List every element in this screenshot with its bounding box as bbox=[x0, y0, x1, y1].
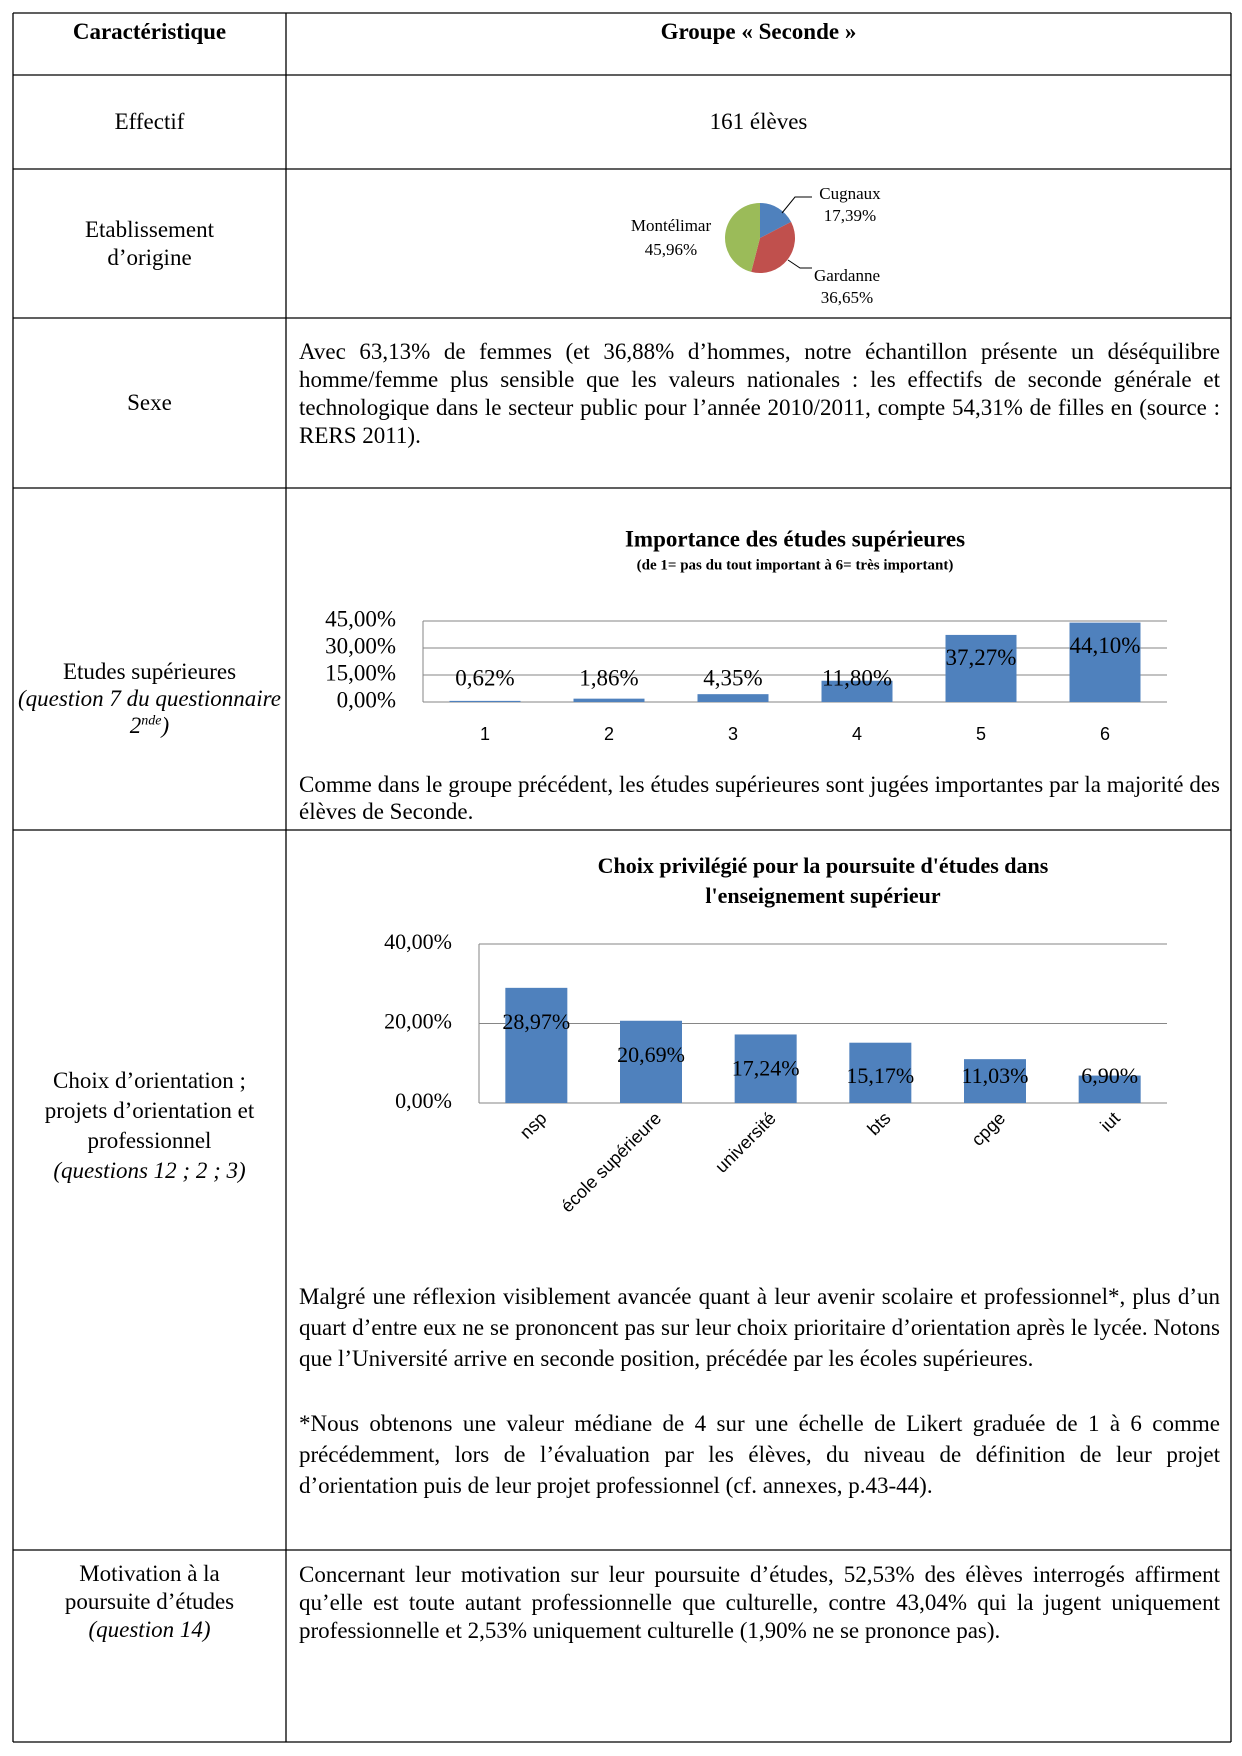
pie-value-label: 36,65% bbox=[821, 288, 873, 307]
chart-title: Choix privilégié pour la poursuite d'étu… bbox=[598, 853, 1049, 878]
bar bbox=[573, 698, 645, 702]
bar bbox=[1069, 622, 1141, 702]
y-tick-label: 0,00% bbox=[337, 687, 396, 712]
data-label: 6,90% bbox=[1081, 1063, 1138, 1088]
bar bbox=[449, 700, 521, 702]
bar bbox=[964, 1059, 1026, 1103]
x-tick-label: 5 bbox=[976, 724, 986, 744]
paragraph: Concernant leur motivation sur leur pour… bbox=[299, 1562, 1220, 1643]
x-tick-label: bts bbox=[863, 1108, 894, 1139]
leader-line bbox=[781, 196, 812, 214]
bar bbox=[505, 987, 568, 1103]
pie-slice bbox=[751, 221, 795, 273]
row-label: Choix d’orientation ; projets d’orientati… bbox=[13, 1066, 286, 1186]
label-line: professionnel bbox=[87, 1128, 212, 1153]
y-tick-label: 40,00% bbox=[384, 929, 452, 954]
chart-title: l'enseignement supérieur bbox=[705, 883, 940, 908]
label-note: (question 14) bbox=[13, 1616, 286, 1644]
pie-value-label: 17,39% bbox=[824, 206, 876, 225]
note-text: (question 7 du questionnaire 2 bbox=[18, 686, 281, 738]
label-line: projets d’orientation et bbox=[44, 1098, 255, 1123]
pie-label: Montélimar bbox=[631, 216, 712, 235]
data-label: 28,97% bbox=[502, 1009, 570, 1034]
data-label: 4,35% bbox=[703, 665, 762, 690]
pie-slice bbox=[760, 203, 792, 238]
row-label: Motivation à la poursuite d’études (questi… bbox=[13, 1560, 286, 1644]
data-label: 1,86% bbox=[579, 665, 638, 690]
pie-label: Cugnaux bbox=[819, 184, 881, 203]
data-label: 17,24% bbox=[732, 1056, 800, 1081]
label-line: Etudes supérieures bbox=[62, 659, 237, 684]
note-end: ) bbox=[161, 713, 170, 738]
note-text: (question 14) bbox=[88, 1617, 211, 1642]
chart-subtitle: (de 1= pas du tout important à 6= très i… bbox=[637, 557, 954, 573]
paragraph: Avec 63,13% de femmes (et 36,88% d’homme… bbox=[299, 339, 1220, 448]
bar bbox=[1078, 1075, 1141, 1103]
bar bbox=[945, 634, 1017, 702]
header-cell: Caractéristique bbox=[72, 19, 227, 44]
header-cell: Groupe « Seconde » bbox=[660, 19, 857, 44]
label-line: Sexe bbox=[127, 390, 172, 415]
bar bbox=[620, 1020, 682, 1103]
row-label: Etudes supérieures (question 7 du questio… bbox=[13, 658, 286, 739]
row-content: 161 élèves bbox=[709, 109, 808, 134]
data-label: 0,62% bbox=[455, 665, 514, 690]
data-label: 20,69% bbox=[617, 1042, 685, 1067]
paragraph: Malgré une réflexion visiblement avancée… bbox=[299, 1284, 1220, 1371]
chart-title: Importance des études supérieures bbox=[625, 526, 965, 551]
y-tick-label: 30,00% bbox=[325, 633, 396, 658]
data-label: 11,80% bbox=[822, 665, 892, 690]
y-tick-label: 45,00% bbox=[325, 606, 396, 631]
label-line: Effectif bbox=[114, 109, 185, 134]
note-text: (questions 12 ; 2 ; 3) bbox=[53, 1158, 246, 1183]
leader-line bbox=[787, 259, 812, 269]
paragraph: *Nous obtenons une valeur médiane de 4 s… bbox=[299, 1411, 1220, 1498]
bar bbox=[821, 680, 893, 702]
x-tick-label: université bbox=[711, 1108, 780, 1177]
y-tick-label: 15,00% bbox=[325, 660, 396, 685]
paragraph: Comme dans le groupe précédent, les étud… bbox=[299, 772, 1220, 824]
label-note: (questions 12 ; 2 ; 3) bbox=[13, 1156, 286, 1186]
data-label: 15,17% bbox=[846, 1063, 914, 1088]
label-line: Etablissement bbox=[84, 216, 215, 242]
row-label: Effectif bbox=[13, 75, 286, 169]
bar bbox=[697, 694, 769, 702]
data-label: 11,03% bbox=[961, 1063, 1028, 1088]
label-note: (question 7 du questionnaire 2nde) bbox=[13, 685, 286, 739]
data-label: 37,27% bbox=[946, 645, 1017, 670]
x-tick-label: nsp bbox=[516, 1108, 551, 1143]
pie-value-label: 45,96% bbox=[645, 240, 697, 259]
y-tick-label: 20,00% bbox=[384, 1009, 452, 1034]
bar bbox=[849, 1042, 912, 1103]
row-label: Sexe bbox=[13, 318, 286, 488]
y-tick-label: 0,00% bbox=[395, 1088, 452, 1113]
label-line: Motivation à la bbox=[79, 1561, 220, 1586]
x-tick-label: 3 bbox=[728, 724, 738, 744]
x-tick-label: 4 bbox=[852, 724, 862, 744]
x-tick-label: 2 bbox=[604, 724, 614, 744]
label-line: Choix d’orientation ; bbox=[53, 1068, 246, 1093]
x-tick-label: 1 bbox=[480, 724, 490, 744]
pie-label: Gardanne bbox=[814, 266, 880, 285]
row-label: Etablissement d’origine bbox=[13, 169, 286, 318]
x-tick-label: iut bbox=[1096, 1108, 1124, 1136]
label-line: poursuite d’études bbox=[64, 1589, 235, 1614]
label-line: d’origine bbox=[107, 244, 192, 270]
x-tick-label: école supérieure bbox=[557, 1108, 665, 1216]
x-tick-label: 6 bbox=[1100, 724, 1110, 744]
pie-slice bbox=[725, 203, 760, 272]
note-sup: nde bbox=[141, 713, 162, 729]
x-tick-label: cpge bbox=[967, 1108, 1009, 1150]
bar bbox=[734, 1034, 797, 1103]
data-label: 44,10% bbox=[1070, 633, 1141, 658]
